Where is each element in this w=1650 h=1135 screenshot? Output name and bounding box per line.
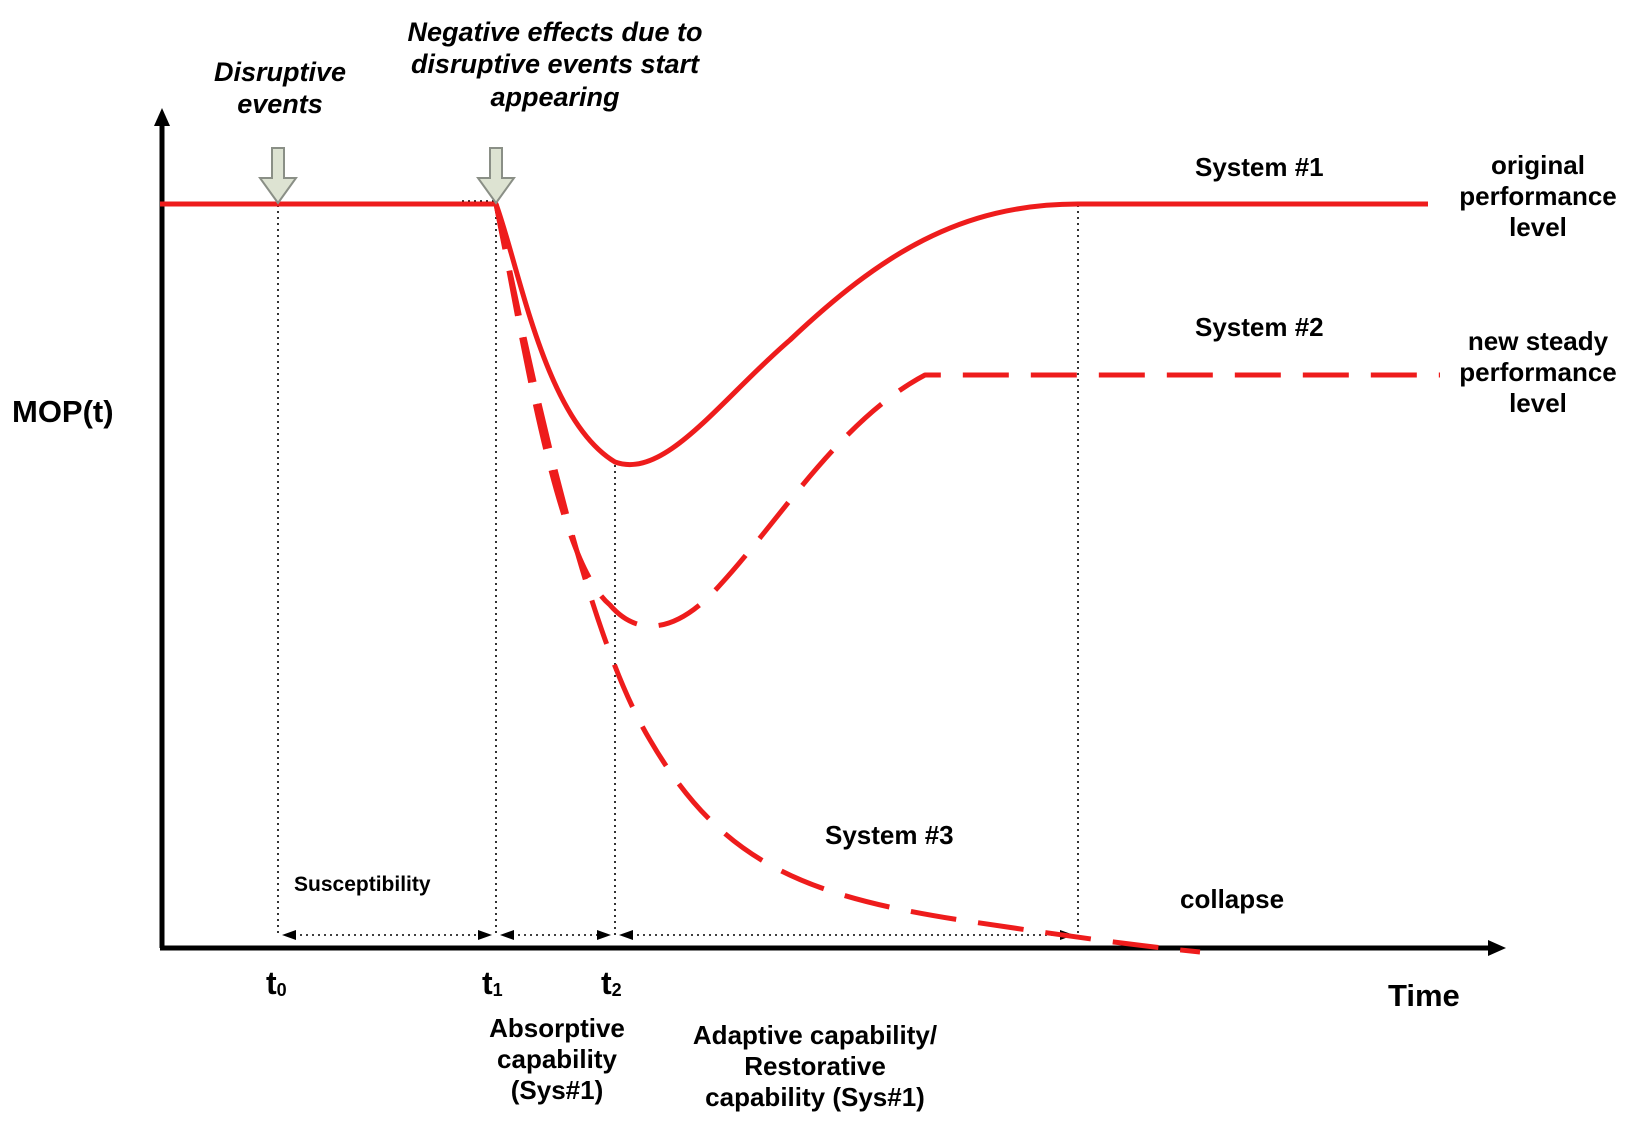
x-axis-label: Time [1388,978,1460,1013]
y-axis-label: MOP(t) [12,394,114,429]
new-level-label: new steady performance level [1459,326,1617,419]
absorptive-label: Absorptive capability (Sys#1) [489,1013,625,1106]
system3-label: System #3 [825,820,954,850]
x-axis-arrowhead [1488,940,1506,956]
original-level-label: original performance level [1459,150,1617,243]
interval-arrowhead [282,930,296,940]
collapse-label: collapse [1180,884,1285,914]
tick-t0: t0 [266,965,287,1001]
y-axis-arrowhead [154,108,170,126]
down-arrow-icon [476,147,516,205]
interval-arrowhead [478,930,492,940]
curves [160,201,1440,955]
susceptibility-label: Susceptibility [294,873,431,896]
system1-label: System #1 [1195,152,1324,182]
guide-lines [277,205,1079,935]
interval-arrows [282,930,1074,940]
system3-curve [493,203,1201,955]
tick-t2: t2 [601,965,622,1001]
tick-t1: t1 [482,965,503,1001]
interval-arrowhead [597,930,611,940]
disruptive-events-label: Disruptive events [213,57,347,120]
system2-label: System #2 [1195,312,1324,342]
interval-arrowhead [500,930,514,940]
adaptive-label: Adaptive capability/ Restorative capabil… [692,1020,938,1113]
axes [154,108,1506,956]
down-arrow-icon [258,147,298,205]
interval-arrowhead [619,930,633,940]
system2-curve [493,203,1440,629]
negative-effects-label: Negative effects due to disruptive event… [407,17,703,112]
system1-curve [160,201,1428,467]
